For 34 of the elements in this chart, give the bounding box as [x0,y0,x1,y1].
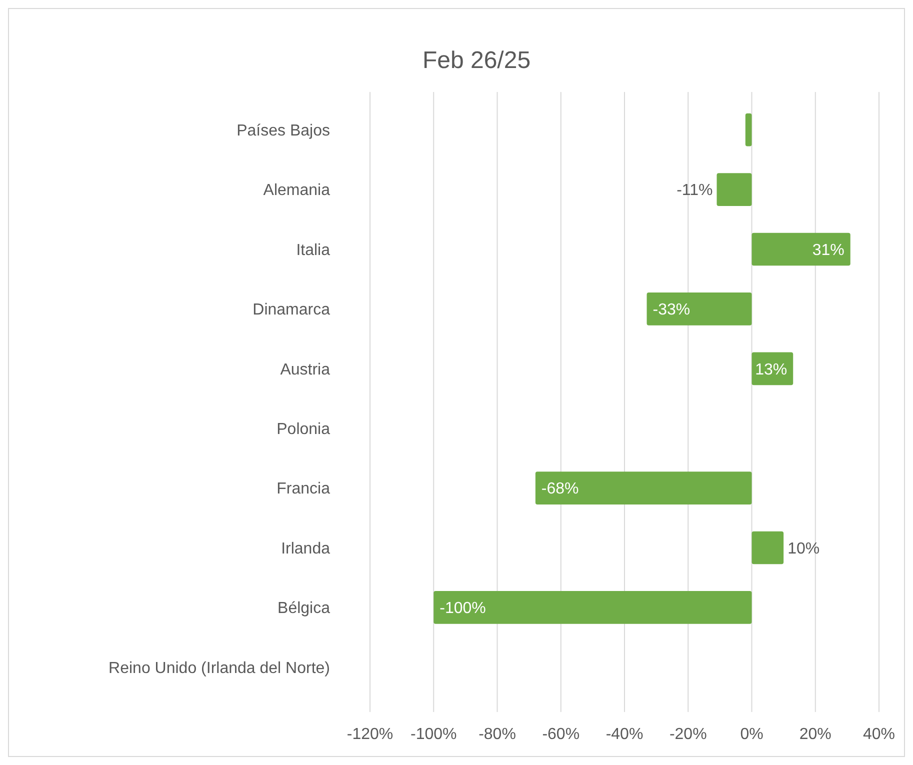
bar [752,531,784,564]
y-tick-label: Dinamarca [252,302,330,319]
x-tick-label: -60% [542,726,580,743]
y-tick-label: Francia [276,480,330,498]
data-label: -68% [541,480,579,498]
data-label: 13% [755,361,788,378]
y-tick-label: Polonia [276,420,330,438]
y-tick-label: Irlanda [281,540,330,558]
chart-title: Feb 26/25 [422,47,531,74]
bar [752,232,850,266]
data-label: -11% [676,182,713,200]
data-label: -33% [652,302,690,319]
bar [646,292,752,326]
data-label: -100% [440,600,486,618]
y-tick-label: Países Bajos [236,122,330,140]
x-tick-label: 40% [862,726,896,743]
bar [535,472,752,504]
x-tick-label: 0% [740,726,764,743]
x-tick-label: 20% [799,726,832,743]
x-tick-label: -80% [478,726,516,743]
x-tick-label: -120% [346,726,394,743]
x-tick-label: -20% [669,726,707,743]
data-label: 31% [812,242,844,259]
y-tick-label: Bélgica [278,600,330,618]
bar [716,173,752,206]
y-tick-label: Italia [296,242,330,259]
data-label: 10% [788,540,820,558]
y-tick-label: Austria [280,361,330,378]
y-tick-label: Alemania [263,182,330,200]
y-tick-label: Reino Unido (Irlanda del Norte) [108,660,330,677]
bar [434,591,752,624]
x-tick-label: -40% [606,726,644,743]
bar [745,113,752,146]
x-tick-label: -100% [410,726,457,743]
